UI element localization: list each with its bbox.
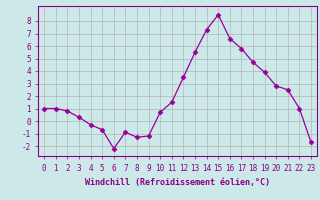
X-axis label: Windchill (Refroidissement éolien,°C): Windchill (Refroidissement éolien,°C) bbox=[85, 178, 270, 187]
